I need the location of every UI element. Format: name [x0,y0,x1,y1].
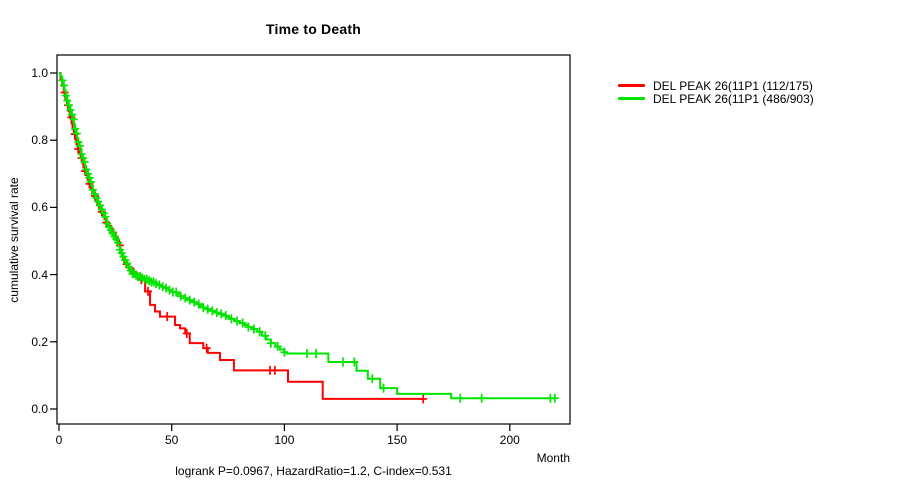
x-tick-label: 100 [274,433,295,447]
legend-line-swatch-red [618,84,645,87]
y-axis-title: cumulative survival rate [7,177,21,303]
y-tick-label: 0.0 [31,402,48,416]
x-tick-label: 150 [387,433,408,447]
legend-row: DEL PEAK 26(11P1 (486/903) [618,91,814,106]
legend: DEL PEAK 26(11P1 (112/175) DEL PEAK 26(1… [618,78,814,106]
plot-box [56,54,571,425]
x-tick-label: 200 [499,433,520,447]
x-tick-label: 50 [165,433,179,447]
stats-annotation: logrank P=0.0967, HazardRatio=1.2, C-ind… [175,464,452,478]
x-tick-label: 0 [55,433,63,447]
y-tick-label: 0.6 [31,200,48,215]
x-axis-title: Month [536,451,570,465]
legend-label: DEL PEAK 26(11P1 (486/903) [653,91,814,106]
legend-row: DEL PEAK 26(11P1 (112/175) [618,78,814,93]
legend-line-swatch-green [618,97,645,100]
y-tick-label: 1.0 [31,66,48,80]
x-axis-ticks [58,424,511,431]
legend-label: DEL PEAK 26(11P1 (112/175) [653,78,813,93]
y-tick-label: 0.8 [31,133,48,148]
censor-marks-1 [58,75,559,403]
y-tick-label: 0.2 [31,334,48,349]
censor-marks-0 [60,87,428,404]
y-tick-label: 0.4 [31,267,48,282]
y-axis-ticks [50,72,57,410]
chart-title: Time to Death [266,21,361,37]
